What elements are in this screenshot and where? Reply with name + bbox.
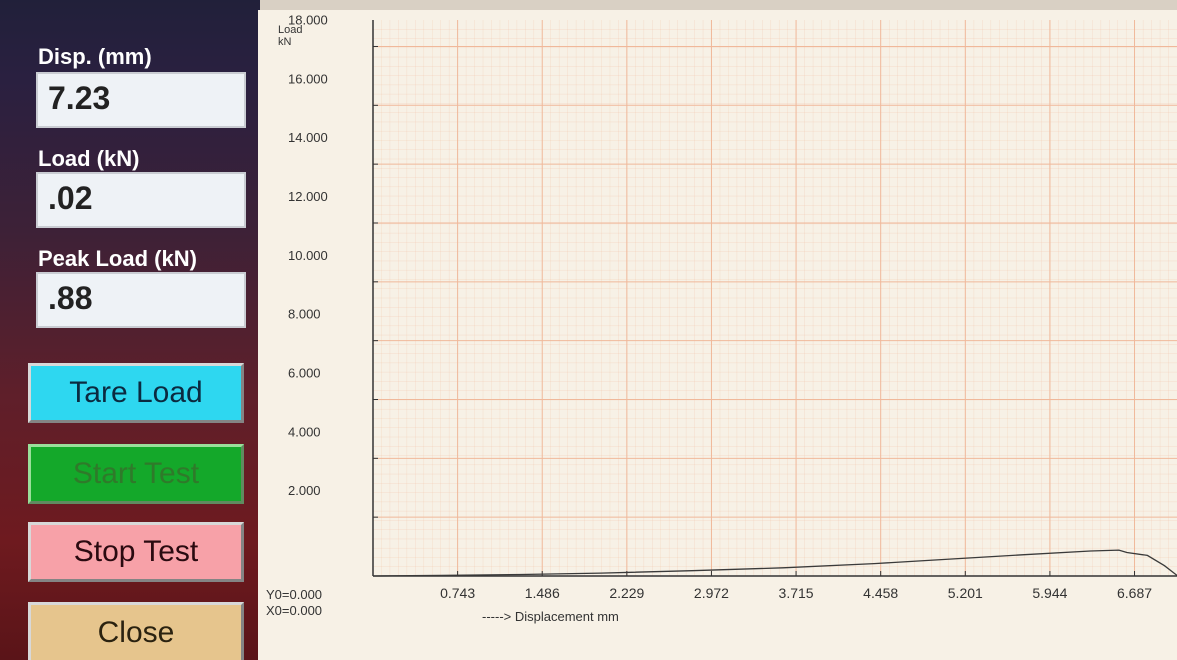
load-readout: .02 bbox=[36, 172, 246, 228]
close-button[interactable]: Close bbox=[28, 602, 244, 660]
control-panel: Disp. (mm) 7.23 Load (kN) .02 Peak Load … bbox=[0, 0, 260, 660]
x-tick-label: 6.687 bbox=[1117, 585, 1152, 601]
x-axis-title: -----> Displacement mm bbox=[482, 609, 619, 624]
y-tick-label: 4.000 bbox=[288, 424, 321, 439]
y-tick-label: 6.000 bbox=[288, 365, 321, 380]
y-tick-label: 12.000 bbox=[288, 189, 328, 204]
tick-labels: 0.743 1.486 2.229 2.972 3.715 4.458 5.201 5.944… bbox=[288, 12, 1152, 601]
x0-label: X0=0.000 bbox=[266, 603, 322, 618]
x-tick-label: 2.229 bbox=[609, 585, 644, 601]
y-tick-label: 18.000 bbox=[288, 12, 328, 27]
stop-test-button[interactable]: Stop Test bbox=[28, 522, 244, 582]
x-tick-label: 3.715 bbox=[779, 585, 814, 601]
tare-load-button[interactable]: Tare Load bbox=[28, 363, 244, 423]
start-test-button[interactable]: Start Test bbox=[28, 444, 244, 504]
x-tick-label: 2.972 bbox=[694, 585, 729, 601]
x-tick-label: 5.201 bbox=[948, 585, 983, 601]
peak-load-value: .88 bbox=[48, 280, 93, 316]
y-tick-label: 14.000 bbox=[288, 130, 328, 145]
x-tick-label: 1.486 bbox=[525, 585, 560, 601]
y-tick-label: 16.000 bbox=[288, 71, 328, 86]
load-label: Load (kN) bbox=[38, 146, 140, 171]
load-value: .02 bbox=[48, 180, 93, 216]
peak-load-label: Peak Load (kN) bbox=[38, 246, 197, 271]
y-axis-title: Load bbox=[278, 24, 302, 36]
y0-label: Y0=0.000 bbox=[266, 587, 322, 602]
disp-label: Disp. (mm) bbox=[38, 44, 152, 69]
peak-load-readout: .88 bbox=[36, 272, 246, 328]
x-tick-label: 4.458 bbox=[863, 585, 898, 601]
load-displacement-chart: 0.743 1.486 2.229 2.972 3.715 4.458 5.201 5.944… bbox=[258, 10, 1177, 660]
x-tick-label: 0.743 bbox=[440, 585, 475, 601]
disp-value: 7.23 bbox=[48, 80, 111, 116]
load-curve bbox=[372, 549, 1177, 577]
y-tick-label: 2.000 bbox=[288, 483, 321, 498]
grid bbox=[373, 20, 1177, 576]
disp-readout: 7.23 bbox=[36, 72, 246, 128]
y-tick-label: 8.000 bbox=[288, 307, 321, 322]
y-axis-unit: kN bbox=[278, 36, 292, 48]
y-tick-label: 10.000 bbox=[288, 248, 328, 263]
x-tick-label: 5.944 bbox=[1032, 585, 1067, 601]
chart-svg: 0.743 1.486 2.229 2.972 3.715 4.458 5.201 5.944… bbox=[266, 12, 1177, 624]
